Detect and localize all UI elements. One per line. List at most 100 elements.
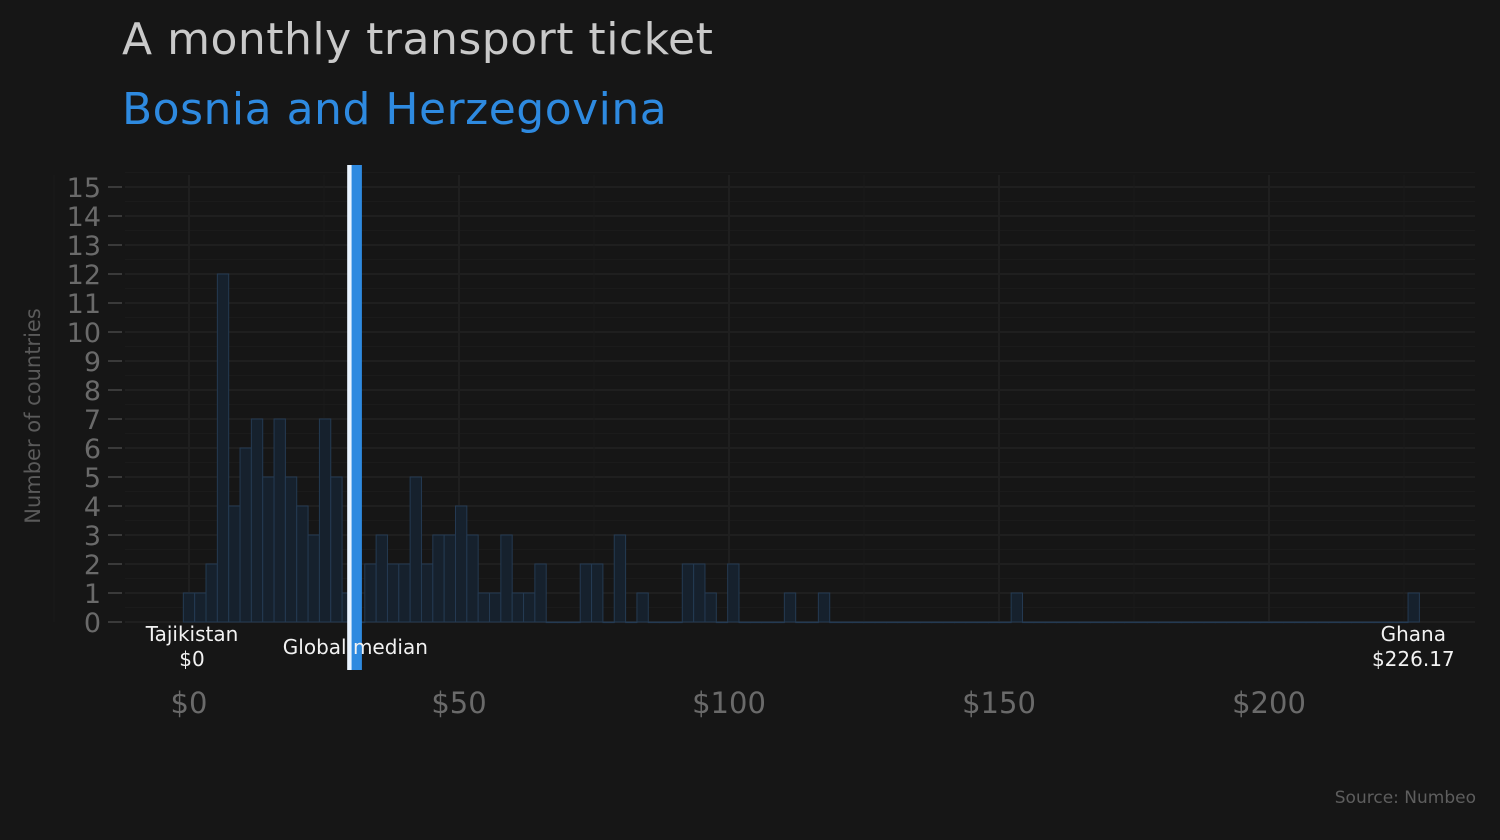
histogram-bar (874, 621, 887, 624)
histogram-bar (999, 621, 1012, 624)
histogram-bar (182, 592, 196, 623)
y-tick-label: 0 (84, 608, 101, 639)
histogram-bar (1282, 621, 1296, 624)
histogram-bar (727, 563, 740, 623)
histogram-bar (591, 563, 604, 623)
histogram-bar (1146, 621, 1160, 624)
histogram-bar (1328, 621, 1341, 624)
histogram-bar (1339, 621, 1352, 624)
annotation-min-value: $0 (179, 647, 204, 671)
histogram-bar (1056, 621, 1069, 624)
x-tick-label: $200 (1232, 686, 1306, 720)
histogram-bar (205, 563, 218, 623)
histogram-bar (443, 534, 456, 623)
country-value-line (350, 165, 362, 670)
histogram-bar (364, 563, 377, 623)
histogram-bar (1350, 621, 1364, 624)
y-tick-label: 13 (67, 231, 101, 262)
source-note: Source: Numbeo (1334, 788, 1476, 808)
histogram-bar (409, 476, 422, 623)
histogram-bar (250, 418, 264, 623)
histogram-bar (1294, 621, 1307, 624)
chart-title: A monthly transport ticket (122, 14, 714, 65)
histogram-bar (851, 621, 865, 624)
y-tick-label: 12 (67, 260, 101, 291)
histogram-bar (1158, 621, 1171, 624)
histogram-bar (987, 621, 1001, 624)
annotation-max-name: Ghana (1381, 622, 1446, 646)
histogram-bar (1305, 621, 1318, 624)
annotation-max-value: $226.17 (1372, 647, 1455, 671)
histogram-bar (647, 621, 661, 624)
histogram-bar (1192, 621, 1205, 624)
histogram-bar (659, 621, 672, 624)
histogram-bar (1237, 621, 1250, 624)
global-median-label: Global median (283, 635, 428, 659)
histogram-bar (1067, 621, 1080, 624)
histogram-bar (625, 621, 638, 624)
histogram-bar (817, 592, 831, 623)
histogram-bar (931, 621, 944, 624)
histogram-bar (704, 592, 717, 623)
histogram-bar (216, 273, 230, 623)
y-tick-label: 10 (67, 318, 101, 349)
histogram-bar (420, 563, 434, 623)
y-tick-label: 3 (84, 521, 101, 552)
histogram-bar (1135, 621, 1148, 624)
histogram-bar (636, 592, 649, 623)
histogram-bar (375, 534, 388, 623)
histogram-bar (330, 476, 343, 623)
histogram-bar (568, 621, 581, 624)
y-tick-label: 1 (84, 579, 101, 610)
histogram-bar (806, 621, 819, 624)
histogram-bar (273, 418, 286, 623)
x-tick-label: $100 (692, 686, 766, 720)
histogram-bar (1180, 621, 1194, 624)
histogram-bar (386, 563, 400, 623)
histogram-bar (965, 621, 978, 624)
histogram-bars (182, 273, 1420, 624)
histogram-bar (602, 621, 615, 624)
histogram-bar (228, 505, 241, 623)
histogram-bar (840, 621, 853, 624)
histogram-bar (613, 534, 627, 623)
y-tick-label: 15 (67, 173, 101, 204)
histogram-bar (454, 505, 468, 623)
x-tick-label: $50 (431, 686, 486, 720)
histogram-bar (1214, 621, 1228, 624)
y-tick-label: 9 (84, 347, 101, 378)
histogram-bar (239, 447, 252, 623)
histogram-bar (1021, 621, 1035, 624)
reference-lines (347, 165, 362, 670)
histogram-bar (1033, 621, 1046, 624)
histogram-bar (1316, 621, 1330, 624)
histogram-bar (262, 476, 275, 623)
y-tick-label: 2 (84, 550, 101, 581)
histogram-bar (738, 621, 751, 624)
global-median-line (347, 165, 352, 670)
x-tick-label: $0 (171, 686, 208, 720)
y-tick-label: 5 (84, 463, 101, 494)
histogram-bar (1260, 621, 1273, 624)
histogram-bar (795, 621, 808, 624)
histogram-bar (1169, 621, 1182, 624)
histogram-bar (523, 592, 536, 623)
histogram-bar (1010, 592, 1023, 623)
histogram-bar (715, 621, 729, 624)
histogram-bar (681, 563, 695, 623)
histogram-bar (761, 621, 774, 624)
histogram-bar (1271, 621, 1284, 624)
histogram-bar (863, 621, 876, 624)
y-tick-label: 4 (84, 492, 101, 523)
histogram-bar (829, 621, 842, 624)
histogram-bar (579, 563, 593, 623)
histogram-bar (284, 476, 298, 623)
histogram-bar (749, 621, 763, 624)
y-tick-label: 14 (67, 202, 101, 233)
histogram-bar (1362, 621, 1375, 624)
histogram-bar (1044, 621, 1058, 624)
histogram-bar (557, 621, 570, 624)
histogram-bar (194, 592, 207, 623)
histogram-bar (885, 621, 899, 624)
